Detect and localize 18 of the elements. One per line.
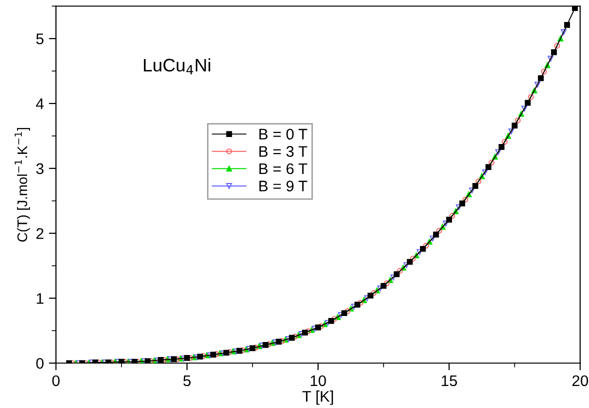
legend-label: B = 0 T [259,128,308,140]
y-tick-label: 0 [36,358,44,369]
y-tick-label: 1 [36,293,44,304]
y-tick-label: 3 [36,163,44,174]
legend-label: B = 3 T [259,146,308,157]
x-axis-title: T [K] [302,390,333,405]
x-tick-label: 5 [183,375,191,386]
x-tick-label: 0 [52,375,60,386]
legend-label: B = 6 T [259,163,308,174]
y-tick-label: 5 [36,34,44,44]
x-tick-label: 20 [572,375,588,386]
y-axis-title: C(T) [J.mol$^{−1}$.K$^{−1}$] [14,128,30,242]
y-tick-label: 4 [36,98,44,110]
x-tick-label: 15 [442,375,457,386]
legend-label: B = 9 T [259,180,308,192]
x-tick-label: 10 [310,375,326,386]
annotation: LuCu$_{4}$Ni [144,58,210,74]
y-tick-label: 2 [36,228,44,239]
